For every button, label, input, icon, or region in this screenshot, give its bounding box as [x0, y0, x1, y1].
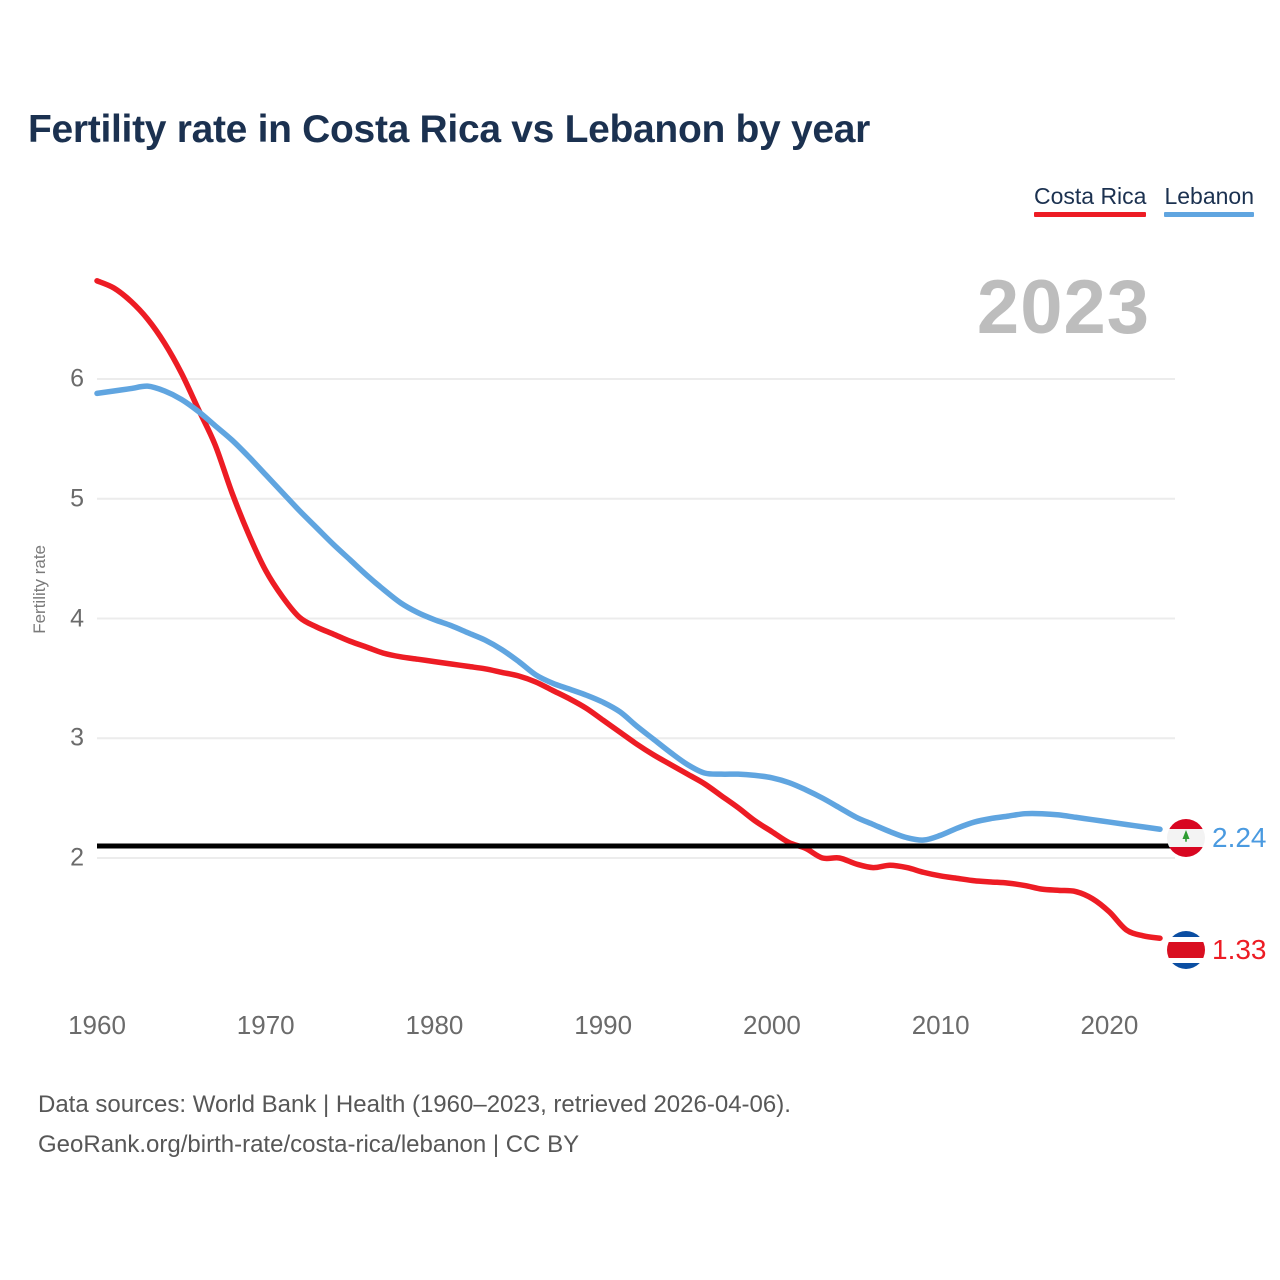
chart-title: Fertility rate in Costa Rica vs Lebanon … [28, 108, 871, 151]
footer-data-sources: Data sources: World Bank | Health (1960–… [38, 1091, 791, 1118]
legend-label-lebanon: Lebanon [1164, 183, 1254, 209]
endpoint-value-costa-rica: 1.33 [1212, 934, 1267, 965]
endpoint-costa-rica: 1.33 [1167, 931, 1267, 969]
legend-swatch-lebanon [1164, 212, 1254, 217]
chart-footer: Data sources: World Bank | Health (1960–… [38, 1085, 791, 1165]
y-tick-5: 5 [70, 484, 84, 513]
legend-item-lebanon[interactable]: Lebanon [1164, 182, 1254, 217]
x-tick-1980: 1980 [405, 1010, 464, 1040]
legend-label-costa-rica: Costa Rica [1033, 183, 1147, 209]
endpoint-lebanon: 2.24 [1167, 819, 1267, 857]
legend-item-costa-rica[interactable]: Costa Rica [1033, 182, 1147, 217]
y-tick-4: 4 [70, 604, 84, 632]
x-tick-1960: 1960 [68, 1010, 126, 1040]
x-tick-2010: 2010 [911, 1010, 970, 1040]
y-tick-6: 6 [70, 364, 84, 393]
lebanon-flag-icon [1167, 819, 1205, 857]
year-watermark: 2023 [976, 265, 1150, 350]
costa-rica-flag-icon [1167, 931, 1205, 969]
chart-legend: Costa Rica Lebanon [1033, 182, 1254, 217]
y-tick-2: 2 [70, 843, 84, 872]
x-tick-1970: 1970 [236, 1010, 295, 1040]
endpoint-value-lebanon: 2.24 [1212, 822, 1267, 853]
x-tick-2020: 2020 [1080, 1010, 1139, 1040]
x-tick-1990: 1990 [574, 1010, 633, 1040]
footer-attribution: GeoRank.org/birth-rate/costa-rica/lebano… [38, 1131, 580, 1158]
y-tick-3: 3 [70, 723, 84, 752]
x-tick-2000: 2000 [742, 1010, 801, 1040]
legend-swatch-costa-rica [1033, 212, 1147, 217]
